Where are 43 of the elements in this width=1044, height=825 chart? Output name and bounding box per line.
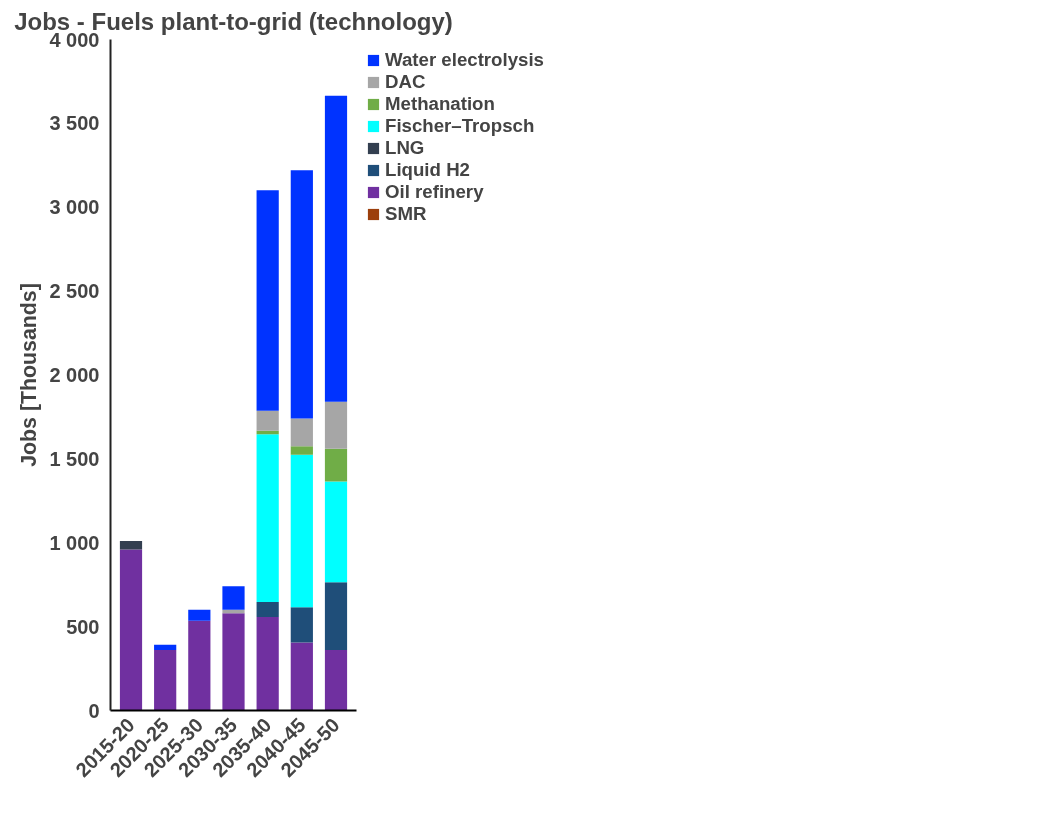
bar bbox=[324, 582, 348, 651]
bar bbox=[324, 401, 348, 449]
bar bbox=[324, 95, 348, 402]
bar bbox=[188, 609, 211, 621]
bar bbox=[154, 644, 177, 651]
legend-label: DAC bbox=[385, 71, 426, 93]
legend-label: Liquid H2 bbox=[385, 159, 470, 181]
legend-label: Fischer–Tropsch bbox=[385, 115, 535, 137]
y-axis-title: Jobs [Thousands] bbox=[17, 283, 42, 467]
bar bbox=[256, 601, 279, 618]
y-tick-label: 1 500 bbox=[49, 447, 100, 470]
bar bbox=[256, 190, 279, 411]
y-tick-label: 0 bbox=[88, 699, 100, 722]
bar bbox=[256, 410, 279, 431]
bar bbox=[188, 620, 211, 711]
bar bbox=[256, 434, 279, 602]
y-tick-label: 500 bbox=[66, 615, 100, 638]
y-tick-label: 3 000 bbox=[49, 196, 100, 219]
legend-label: SMR bbox=[385, 203, 427, 225]
bar bbox=[324, 650, 348, 711]
bar bbox=[324, 481, 348, 583]
legend-label: Oil refinery bbox=[385, 181, 484, 203]
bar bbox=[222, 586, 245, 610]
y-tick-label: 2 500 bbox=[49, 280, 100, 303]
bar bbox=[290, 454, 313, 608]
legend-label: LNG bbox=[385, 137, 425, 159]
bar bbox=[119, 541, 143, 550]
legend-label: Water electrolysis bbox=[385, 49, 544, 71]
bar bbox=[222, 613, 245, 711]
bar bbox=[290, 418, 313, 447]
bar bbox=[119, 549, 143, 711]
bar bbox=[290, 607, 313, 643]
bar bbox=[290, 170, 313, 419]
y-tick-label: 1 000 bbox=[49, 531, 100, 554]
bar bbox=[290, 446, 313, 455]
bar bbox=[222, 609, 245, 614]
bar bbox=[324, 448, 348, 482]
y-tick-label: 3 500 bbox=[49, 112, 100, 135]
bar bbox=[154, 650, 177, 711]
bar bbox=[256, 617, 279, 711]
legend-label: Methanation bbox=[385, 93, 495, 115]
bar bbox=[290, 642, 313, 711]
y-tick-label: 2 000 bbox=[49, 364, 100, 386]
